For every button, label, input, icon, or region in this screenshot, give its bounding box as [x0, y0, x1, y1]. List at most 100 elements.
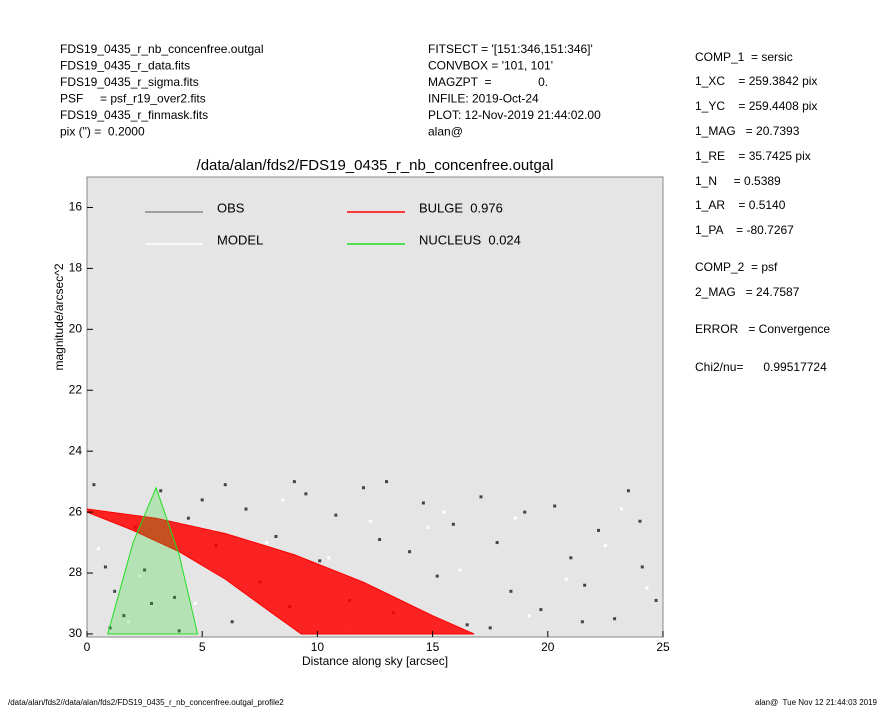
legend-label: BULGE 0.976 — [419, 200, 503, 215]
fit-parameter: COMP_2 = psf — [695, 260, 778, 274]
x-tick-label: 25 — [656, 640, 670, 654]
data-point — [138, 574, 142, 578]
data-point — [514, 516, 518, 520]
data-point — [580, 620, 584, 624]
data-point — [620, 507, 624, 511]
fit-parameter: 1_XC = 259.3842 pix — [695, 74, 817, 88]
x-tick-label: 15 — [426, 640, 440, 654]
y-axis-label: magnitude/arcsec^2 — [52, 263, 66, 370]
data-point — [186, 516, 190, 520]
data-point — [193, 601, 197, 605]
data-point — [292, 480, 296, 484]
fit-parameter: 1_RE = 35.7425 pix — [695, 149, 811, 163]
data-point — [488, 626, 492, 630]
data-point — [92, 483, 96, 487]
data-point — [385, 480, 389, 484]
data-point — [640, 565, 644, 569]
data-point — [223, 483, 227, 487]
data-point — [527, 614, 531, 618]
data-point — [654, 598, 658, 602]
data-point — [426, 525, 430, 529]
header-text: MAGZPT = 0. — [428, 75, 548, 89]
data-point — [638, 519, 642, 523]
data-point — [479, 495, 483, 499]
data-point — [645, 586, 649, 590]
x-tick-label: 5 — [199, 640, 206, 654]
data-point — [281, 498, 285, 502]
x-tick-label: 20 — [541, 640, 555, 654]
legend-label: MODEL — [217, 232, 263, 247]
header-text: PSF = psf_r19_over2.fits — [60, 92, 206, 106]
data-point — [200, 498, 204, 502]
y-tick-label: 30 — [69, 626, 83, 640]
y-tick-label: 20 — [69, 321, 83, 335]
x-tick-label: 10 — [311, 640, 325, 654]
y-tick-label: 24 — [69, 443, 83, 457]
header-text: INFILE: 2019-Oct-24 — [428, 92, 539, 106]
data-point — [509, 589, 513, 593]
data-point — [327, 556, 331, 560]
data-point — [451, 522, 455, 526]
data-point — [458, 568, 462, 572]
header-text: FITSECT = '[151:346,151:346]' — [428, 42, 593, 56]
data-point — [583, 583, 587, 587]
header-text: pix (") = 0.2000 — [60, 125, 145, 139]
data-point — [122, 614, 126, 618]
data-point — [613, 617, 617, 621]
fit-parameter: 1_MAG = 20.7393 — [695, 124, 800, 138]
data-point — [495, 541, 499, 545]
data-point — [103, 565, 107, 569]
data-point — [159, 489, 163, 493]
data-point — [465, 623, 469, 627]
fit-parameter: COMP_1 = sersic — [695, 50, 793, 64]
x-tick-label: 0 — [84, 640, 91, 654]
fit-parameter: ERROR = Convergence — [695, 322, 830, 336]
x-axis-label: Distance along sky [arcsec] — [302, 654, 448, 668]
data-point — [442, 510, 446, 514]
data-point — [553, 504, 557, 508]
data-point — [421, 501, 425, 505]
y-tick-label: 26 — [69, 504, 83, 518]
data-point — [274, 534, 278, 538]
data-point — [113, 589, 117, 593]
header-text: FDS19_0435_r_nb_concenfree.outgal — [60, 42, 263, 56]
y-tick-label: 18 — [69, 261, 83, 275]
data-point — [523, 510, 527, 514]
plot-area — [86, 176, 664, 638]
data-point — [244, 507, 248, 511]
data-point — [596, 528, 600, 532]
data-point — [304, 492, 308, 496]
data-point — [143, 568, 147, 572]
data-point — [108, 626, 112, 630]
header-text: FDS19_0435_r_data.fits — [60, 59, 190, 73]
data-point — [230, 620, 234, 624]
legend-label: OBS — [217, 200, 245, 215]
y-tick-label: 16 — [69, 200, 83, 214]
nucleus-profile — [107, 486, 199, 635]
y-tick-label: 28 — [69, 565, 83, 579]
header-text: FDS19_0435_r_sigma.fits — [60, 75, 199, 89]
data-point — [126, 620, 130, 624]
data-point — [539, 608, 543, 612]
data-point — [408, 550, 412, 554]
y-tick-label: 22 — [69, 382, 83, 396]
data-point — [569, 556, 573, 560]
fit-parameter: 1_YC = 259.4408 pix — [695, 99, 817, 113]
fit-parameter: 2_MAG = 24.7587 — [695, 285, 800, 299]
header-text: alan@ — [428, 125, 463, 139]
chart-title: /data/alan/fds2/FDS19_0435_r_nb_concenfr… — [197, 157, 554, 174]
data-point — [97, 547, 101, 551]
fit-parameter: 1_N = 0.5389 — [695, 174, 781, 188]
data-point — [603, 544, 607, 548]
footer-right: alan@ Tue Nov 12 21:44:03 2019 — [755, 698, 878, 707]
data-point — [173, 595, 177, 599]
bulge-band — [87, 508, 475, 635]
fit-parameter: 1_PA = -80.7267 — [695, 223, 794, 237]
header-text: PLOT: 12-Nov-2019 21:44:02.00 — [428, 108, 601, 122]
data-point — [318, 559, 322, 563]
data-point — [378, 538, 382, 542]
data-point — [334, 513, 338, 517]
data-point — [435, 574, 439, 578]
header-text: CONVBOX = '101, 101' — [428, 59, 553, 73]
